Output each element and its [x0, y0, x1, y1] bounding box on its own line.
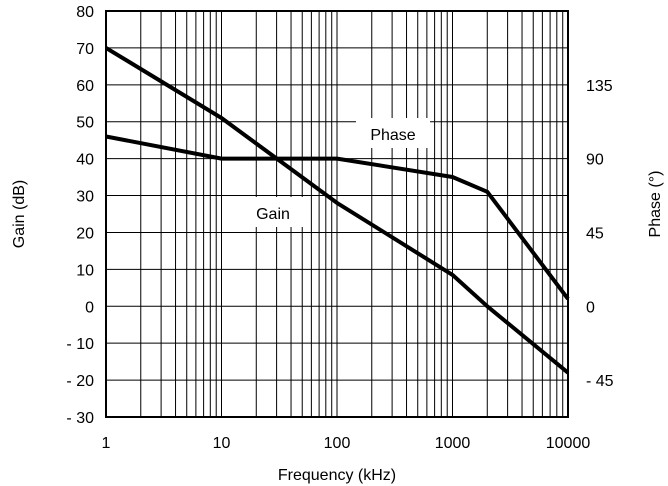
x-tick-label: 10 [213, 435, 231, 452]
series-lines [104, 46, 570, 375]
right-axis-ticks: 135 90 45 0 - 45 [586, 78, 614, 390]
left-tick-label: 40 [76, 152, 94, 169]
right-tick-label: 90 [586, 152, 604, 169]
plot-frame [105, 10, 569, 418]
left-tick-label: - 30 [66, 410, 94, 427]
left-tick-label: 0 [85, 299, 94, 316]
left-tick-label: 20 [76, 225, 94, 242]
left-tick-label: 80 [76, 4, 94, 21]
series-labels: Gain Phase [242, 118, 430, 227]
x-tick-label: 100 [324, 435, 351, 452]
right-tick-label: - 45 [586, 373, 614, 390]
phase-line [105, 134, 570, 301]
x-axis-title: Frequency (kHz) [278, 467, 396, 484]
right-tick-label: 0 [586, 299, 595, 316]
x-tick-label: 10000 [546, 435, 591, 452]
left-tick-label: 10 [76, 262, 94, 279]
gain-line [104, 46, 570, 375]
gain-label: Gain [256, 206, 290, 223]
x-tick-label: 1 [102, 435, 111, 452]
left-tick-label: 50 [76, 115, 94, 132]
left-tick-label: 30 [76, 189, 94, 206]
right-tick-label: 135 [586, 78, 613, 95]
left-axis-title: Gain (dB) [11, 180, 28, 248]
right-axis-title: Phase (°) [647, 171, 664, 238]
left-tick-label: 70 [76, 41, 94, 58]
x-tick-label: 1000 [435, 435, 471, 452]
x-axis-ticks: 1 10 100 1000 10000 [102, 435, 591, 452]
gain-label-bg [242, 197, 304, 227]
left-tick-label: - 10 [66, 336, 94, 353]
grid [106, 11, 568, 417]
phase-label: Phase [370, 127, 415, 144]
left-axis-ticks: 80 70 60 50 40 30 20 10 0 - 10 - 20 - 30 [66, 4, 94, 427]
left-tick-label: 60 [76, 78, 94, 95]
right-tick-label: 45 [586, 225, 604, 242]
phase-label-bg [356, 118, 430, 148]
left-tick-label: - 20 [66, 373, 94, 390]
